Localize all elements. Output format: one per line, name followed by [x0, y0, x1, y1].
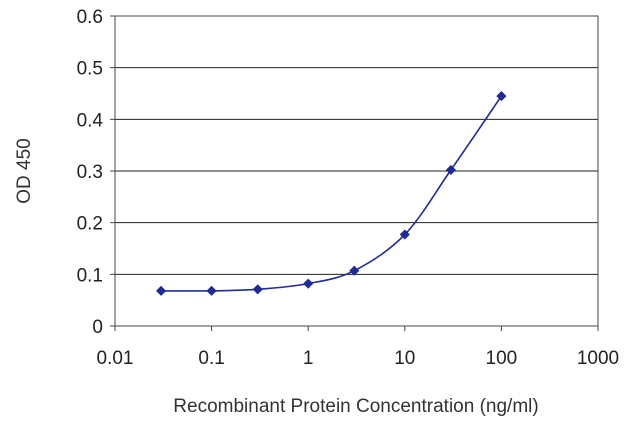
x-axis-title: Recombinant Protein Concentration (ng/ml… [173, 396, 538, 417]
y-axis-title: OD 450 [14, 138, 35, 203]
grid [115, 67, 598, 275]
x-tick-label: 0.01 [97, 348, 134, 369]
x-tick-label: 10 [394, 348, 415, 369]
data-point [496, 91, 507, 102]
data-point [399, 229, 410, 240]
data-point [349, 265, 360, 276]
y-tick-label: 0.5 [77, 59, 103, 80]
x-tick-label: 1000 [577, 348, 619, 369]
data-point [156, 285, 167, 296]
series-line [161, 95, 503, 292]
series-points [156, 91, 507, 296]
y-tick-label: 0.3 [77, 162, 103, 183]
y-tick-label: 0.1 [77, 265, 103, 286]
x-tick-label: 1 [303, 348, 314, 369]
data-point [445, 164, 456, 176]
y-tick-label: 0.4 [77, 110, 104, 131]
x-axis: 0.01 0.1 1 10 100 1000 [97, 326, 619, 369]
data-point [303, 278, 314, 289]
x-tick-label: 0.1 [198, 348, 224, 369]
y-tick-label: 0.6 [77, 7, 103, 28]
data-point [252, 284, 263, 295]
data-point [206, 285, 217, 296]
y-tick-label: 0 [92, 317, 103, 338]
y-tick-label: 0.2 [77, 214, 103, 235]
x-tick-label: 100 [486, 348, 518, 369]
y-axis: 0 0.1 0.2 0.3 0.4 0.5 0.6 [77, 7, 115, 338]
